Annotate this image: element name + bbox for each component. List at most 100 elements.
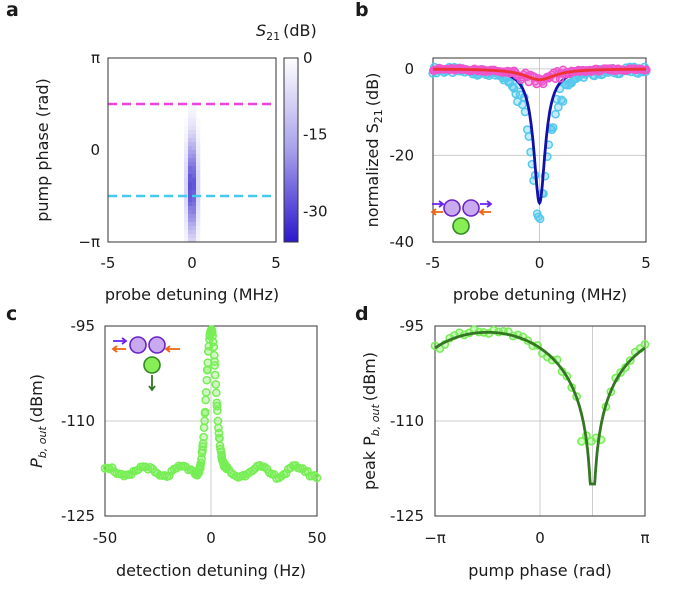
mode-circle-bottom xyxy=(452,217,470,235)
data-point-cyan-data xyxy=(522,125,532,134)
heatmap-cell xyxy=(196,190,201,195)
heatmap-cell xyxy=(196,142,201,147)
heatmap-cell xyxy=(192,178,197,183)
heatmap-cell xyxy=(192,226,197,231)
heatmap-cell xyxy=(184,202,189,207)
heatmap-cell xyxy=(184,134,189,139)
heatmap-cell xyxy=(192,190,197,195)
y-tick-label: -15 xyxy=(303,126,328,144)
heatmap-cell xyxy=(196,214,201,219)
heatmap-cell xyxy=(196,162,201,167)
data-series xyxy=(428,62,651,224)
fit-line xyxy=(434,330,646,486)
data-point xyxy=(199,432,208,442)
x-axis-label: pump phase (rad) xyxy=(468,561,612,580)
heatmap-cell xyxy=(188,158,193,163)
data-point xyxy=(198,446,207,455)
heatmap-cell xyxy=(192,206,197,211)
heatmap-cell xyxy=(188,234,193,239)
data-point-cyan-data xyxy=(553,102,563,112)
data-point xyxy=(201,395,211,405)
y-axis-label: normalized S21(dB) xyxy=(363,73,385,228)
heatmap-cell xyxy=(192,158,197,163)
data-point-cyan-data xyxy=(505,77,515,87)
heatmap-cell xyxy=(196,170,201,175)
heatmap-cell xyxy=(188,126,193,131)
plot-frame xyxy=(432,57,647,243)
heatmap-cell xyxy=(192,170,197,175)
x-tick-labels: −π 0 π xyxy=(424,529,649,547)
x-tick-label: -50 xyxy=(93,529,118,547)
heatmap-cell xyxy=(192,230,197,235)
heatmap-cell xyxy=(196,166,201,171)
heatmap-cells xyxy=(184,98,201,243)
data-point xyxy=(640,340,650,349)
heatmap-cell xyxy=(184,170,189,175)
data-point xyxy=(203,358,213,368)
resonator-schematic-b xyxy=(430,199,493,235)
heatmap-cell xyxy=(188,134,193,139)
heatmap-cell xyxy=(196,130,201,135)
arrow-right-purple-icon xyxy=(480,200,493,208)
heatmap-cell xyxy=(192,134,197,139)
data-point xyxy=(198,439,208,448)
arrow-left-orange-icon xyxy=(478,208,491,216)
heatmap-frame xyxy=(107,57,277,243)
mode-circle-left xyxy=(443,199,461,217)
y-tick-label: -95 xyxy=(400,317,425,335)
panel-label-c: c xyxy=(6,303,17,325)
heatmap-cell xyxy=(184,158,189,163)
mode-circle-right xyxy=(148,336,166,354)
y-axis-label: pump phase (rad) xyxy=(33,78,52,222)
heatmap-cell xyxy=(184,218,189,223)
data-point xyxy=(222,462,232,472)
heatmap-cell xyxy=(184,118,189,123)
arrow-left-orange-icon xyxy=(164,345,180,353)
heatmap-cell xyxy=(196,210,201,215)
x-tick-labels: -50 0 50 xyxy=(93,529,327,547)
data-point xyxy=(210,370,220,380)
x-tick-label: π xyxy=(640,529,649,547)
y-tick-labels: 0 -20 -40 xyxy=(390,60,415,251)
heatmap-cell xyxy=(192,154,197,159)
heatmap-cell xyxy=(184,190,189,195)
y-tick-label: -110 xyxy=(61,412,95,430)
colorbar-label: S21 (dB) xyxy=(256,21,317,43)
heatmap-cell xyxy=(196,202,201,207)
heatmap-cell xyxy=(188,238,193,243)
heatmap-cell xyxy=(192,162,197,167)
data-point xyxy=(281,469,291,478)
y-tick-label: -125 xyxy=(390,507,424,525)
data-point xyxy=(208,331,217,341)
heatmap-cell xyxy=(192,198,197,203)
heatmap-cell xyxy=(188,118,193,123)
heatmap-cell xyxy=(188,222,193,227)
x-tick-labels: -5 0 5 xyxy=(426,254,651,272)
y-tick-label: 0 xyxy=(90,141,100,159)
heatmap-cell xyxy=(188,150,193,155)
panel-label-a: a xyxy=(6,0,19,21)
y-tick-label: -30 xyxy=(303,202,328,220)
heatmap-cell xyxy=(196,206,201,211)
heatmap-cell xyxy=(192,214,197,219)
heatmap-cell xyxy=(192,150,197,155)
heatmap-cell xyxy=(192,182,197,187)
heatmap-cell xyxy=(192,146,197,151)
y-tick-label: -95 xyxy=(71,317,96,335)
heatmap-cell xyxy=(188,218,193,223)
heatmap-cell xyxy=(188,226,193,231)
data-point xyxy=(200,416,209,426)
arrow-in-purple-icon xyxy=(432,200,445,208)
x-tick-label: -5 xyxy=(101,254,116,272)
heatmap-cell xyxy=(188,110,193,115)
x-tick-label: -5 xyxy=(426,254,441,272)
mode-circle-bottom xyxy=(143,356,161,374)
heatmap-cell xyxy=(196,138,201,143)
y-tick-label: −π xyxy=(78,233,100,251)
heatmap-cell xyxy=(184,154,189,159)
heatmap-cell xyxy=(188,210,193,215)
y-tick-labels: -95 -110 -125 xyxy=(61,317,95,525)
x-tick-label: −π xyxy=(424,529,446,547)
heatmap-cell xyxy=(196,150,201,155)
